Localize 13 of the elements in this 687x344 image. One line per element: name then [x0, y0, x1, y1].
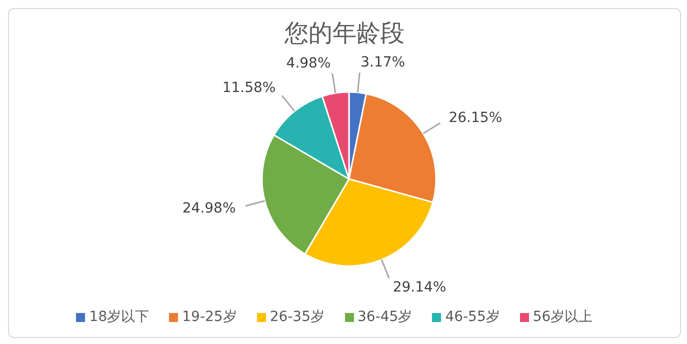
data-label: 3.17%	[360, 54, 406, 71]
legend-label: 26-35岁	[270, 309, 324, 325]
data-label: 4.98%	[286, 55, 331, 72]
data-label: 11.58%	[222, 80, 276, 96]
data-label: 24.98%	[182, 200, 236, 216]
legend-label: 18岁以下	[89, 309, 150, 325]
data-label: 26.15%	[448, 110, 502, 126]
chart-title: 您的年龄段	[284, 18, 406, 49]
legend-label: 46-55岁	[445, 309, 500, 325]
legend-label: 56岁以上	[532, 309, 593, 325]
legend-label: 36-45岁	[358, 309, 412, 325]
legend-label: 19-25岁	[182, 309, 237, 325]
data-label: 29.14%	[392, 279, 446, 296]
